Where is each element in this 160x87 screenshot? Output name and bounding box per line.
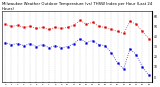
Text: Milwaukee Weather Outdoor Temperature (vs) THSW Index per Hour (Last 24 Hours): Milwaukee Weather Outdoor Temperature (v… [2,2,152,11]
